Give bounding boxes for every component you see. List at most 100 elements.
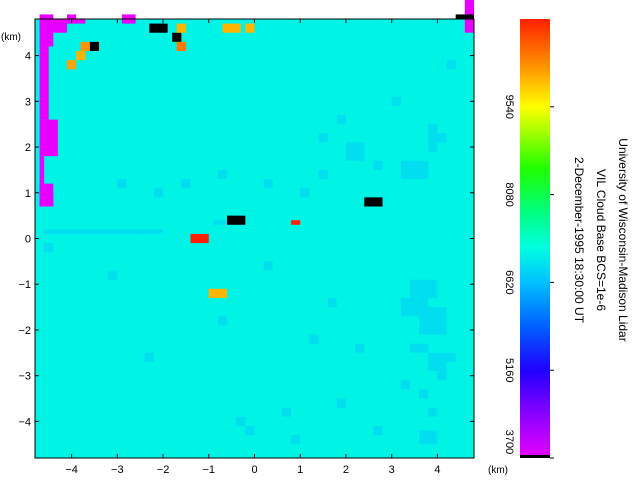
heatmap-cell xyxy=(345,142,365,161)
heatmap-cell xyxy=(89,41,100,52)
heatmap-cell xyxy=(373,160,383,170)
y-tick-label: 1 xyxy=(25,188,31,200)
title-line-1: University of Wisconsin-Madison Lidar xyxy=(616,138,630,341)
heatmap-cell xyxy=(76,51,86,61)
heatmap-cells xyxy=(35,0,474,458)
heatmap-cell xyxy=(300,188,310,198)
heatmap-cell xyxy=(67,60,77,70)
colorbar-ticks: 3700 5160 6620 8080 9540 xyxy=(503,95,554,459)
colorbar xyxy=(520,19,550,458)
heatmap-cell xyxy=(190,233,209,244)
heatmap-cell xyxy=(291,220,301,225)
x-tick-label: 1 xyxy=(297,464,303,476)
x-tick-label: 4 xyxy=(434,464,440,476)
heatmap-cell xyxy=(44,243,54,253)
heatmap-cell xyxy=(217,316,228,326)
heatmap-cell xyxy=(39,156,45,198)
heatmap-cell xyxy=(309,334,319,344)
x-tick-label: −1 xyxy=(202,464,215,476)
x-tick-label: −2 xyxy=(157,464,170,476)
heatmap-cell xyxy=(419,307,447,335)
x-tick-label: 0 xyxy=(251,464,257,476)
heatmap-cell xyxy=(327,297,337,308)
heatmap-cell xyxy=(245,23,255,33)
x-tick-label: 2 xyxy=(343,464,349,476)
heatmap-cell xyxy=(181,179,191,189)
heatmap-cell xyxy=(176,23,186,33)
heatmap-cell xyxy=(217,169,228,180)
colorbar-tick-label: 9540 xyxy=(503,95,515,119)
heatmap-cell xyxy=(428,124,438,134)
heatmap-cell xyxy=(39,14,54,47)
heatmap-cell xyxy=(281,407,292,417)
heatmap-cell xyxy=(80,41,90,52)
heatmap-cell xyxy=(437,133,447,143)
colorbar-tick-label: 8080 xyxy=(503,182,515,206)
heatmap-cell xyxy=(236,416,246,426)
heatmap-cell xyxy=(153,188,164,198)
heatmap-cell xyxy=(39,83,49,120)
y-tick-label: 0 xyxy=(25,234,31,246)
colorbar-tick-label: 6620 xyxy=(503,270,515,294)
heatmap-cell xyxy=(428,407,438,417)
heatmap-background xyxy=(35,19,474,458)
x-tick-label: −3 xyxy=(111,464,124,476)
title-line-3: 2-December-1995 18:30:00 UT xyxy=(572,157,586,324)
y-tick-label: −4 xyxy=(18,416,31,428)
heatmap-cell xyxy=(409,343,429,353)
heatmap-cell xyxy=(176,41,186,52)
heatmap-cell xyxy=(428,352,447,372)
chart-title: University of Wisconsin-Madison Lidar VI… xyxy=(572,138,630,341)
heatmap-cell xyxy=(391,96,401,106)
heatmap-cell xyxy=(135,229,164,234)
heatmap-cell xyxy=(437,371,447,381)
y-axis-label: (km) xyxy=(1,32,21,43)
heatmap-cell xyxy=(108,270,118,280)
title-line-2: VIL Cloud Base BCS=1e-6 xyxy=(594,169,608,311)
heatmap-cell xyxy=(39,119,58,157)
heatmap-cell xyxy=(144,352,154,362)
x-tick-label: 3 xyxy=(389,464,395,476)
heatmap-cell xyxy=(208,288,228,298)
heatmap-cell xyxy=(291,435,301,445)
heatmap-cell xyxy=(44,229,109,234)
y-tick-label: −3 xyxy=(18,371,31,383)
heatmap-cell xyxy=(108,229,145,234)
heatmap-cell xyxy=(446,60,456,70)
heatmap-cell xyxy=(67,19,86,24)
y-tick-label: 4 xyxy=(25,51,31,63)
x-axis-ticks: −4 −3 −2 −1 0 1 2 3 4 xyxy=(65,19,440,476)
heatmap-cell xyxy=(213,220,232,225)
heatmap-cell xyxy=(39,46,49,84)
y-tick-label: 3 xyxy=(25,96,31,108)
heatmap-cell xyxy=(455,14,474,19)
heatmap-cell xyxy=(227,215,246,225)
y-tick-label: −1 xyxy=(18,279,31,291)
heatmap-cell xyxy=(245,425,255,436)
heatmap-cell xyxy=(318,133,328,143)
heatmap-cell xyxy=(263,179,273,189)
heatmap-cell xyxy=(222,23,241,33)
heatmap-cell xyxy=(419,430,438,445)
heatmap-cell xyxy=(428,133,438,152)
heatmap-cell xyxy=(263,261,273,271)
y-tick-label: −2 xyxy=(18,325,31,337)
y-axis-ticks: 4 3 2 1 0 −1 −2 −3 −4 xyxy=(18,51,474,428)
heatmap-cell xyxy=(39,197,54,207)
heatmap-cell xyxy=(117,179,127,189)
x-tick-label: −4 xyxy=(65,464,78,476)
heatmap-cell xyxy=(400,380,410,390)
heatmap-cell xyxy=(149,23,168,33)
heatmap-cell xyxy=(336,398,346,408)
colorbar-tick-label: 3700 xyxy=(503,430,515,454)
colorbar-tick-label: 5160 xyxy=(503,358,515,382)
heatmap-cell xyxy=(409,279,438,298)
heatmap-cell xyxy=(355,343,365,353)
heatmap-cell xyxy=(364,197,383,207)
heatmap-cell xyxy=(318,169,328,180)
heatmap-cell xyxy=(400,160,429,180)
y-tick-label: 2 xyxy=(25,142,31,154)
heatmap-cell xyxy=(172,32,182,42)
heatmap-cell xyxy=(419,389,429,399)
